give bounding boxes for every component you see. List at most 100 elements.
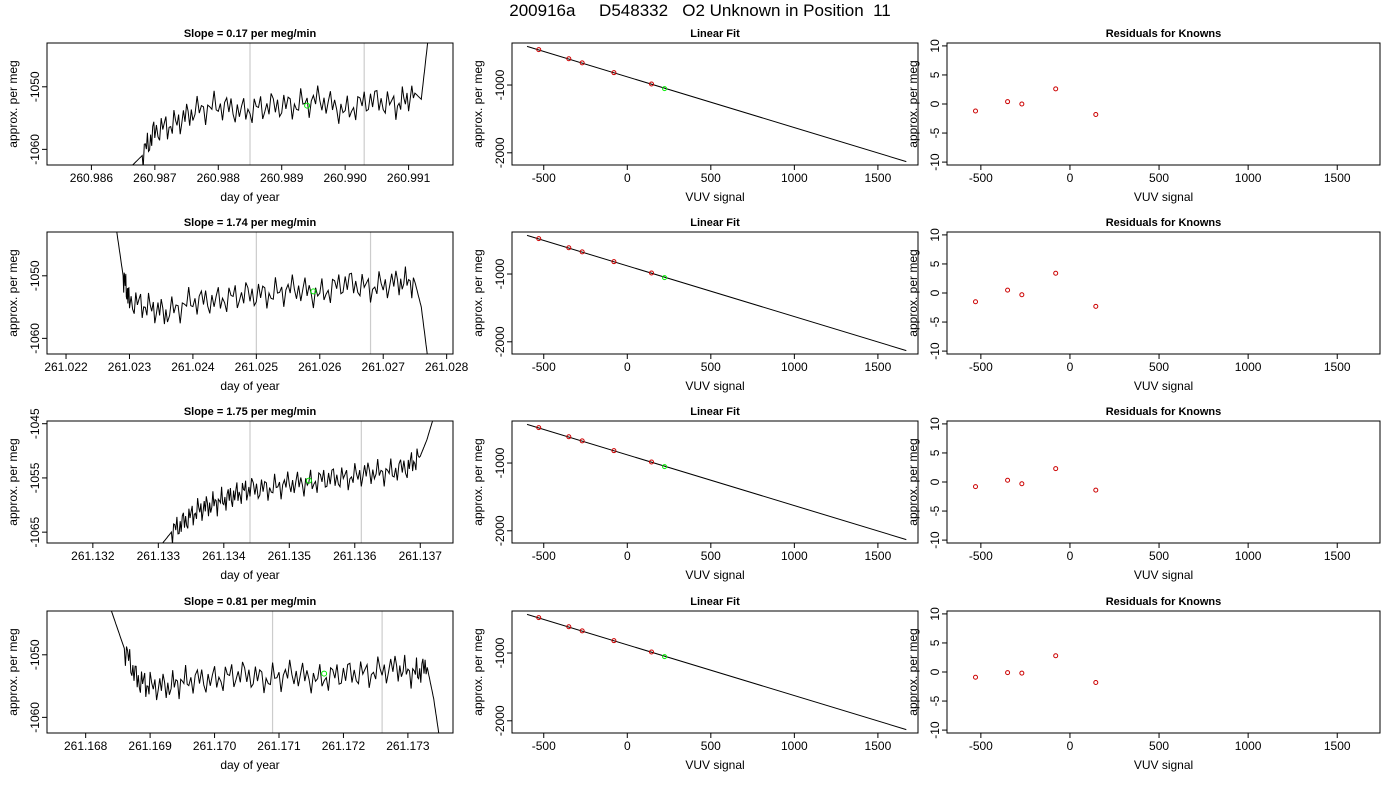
row3-residuals-x-tick-label: 1000	[1235, 549, 1262, 563]
row4-residuals-y-tick-label: 0	[928, 668, 942, 675]
row3-fit-panel: Linear Fit -500 0 500 1000 1500 -2000 -1000 VUV …	[471, 406, 919, 582]
row1-fit-frame	[511, 42, 919, 166]
row4-fit-y-axis-label: approx. per meg	[471, 628, 485, 715]
row3-fit-y-tick-label: -2000	[493, 515, 507, 546]
row3-time-x-tick-label: 261.135	[268, 549, 312, 563]
row4-fit-unknown-point	[662, 654, 668, 660]
row2-time-y-tick-label: -1060	[28, 323, 42, 354]
row4-fit-known-point	[579, 628, 585, 634]
row3-fit-fit-line	[526, 423, 907, 541]
row3-time-y-tick-label: -1045	[28, 408, 42, 439]
row1-time-x-tick-label: 260.987	[133, 171, 177, 185]
row4-residuals-residual-point	[1093, 679, 1099, 685]
row4-fit-known-point	[649, 649, 655, 655]
row1-time-y-tick-label: -1060	[28, 134, 42, 165]
row3-residuals-x-tick-label: 500	[1149, 549, 1169, 563]
row3-residuals-y-axis-label: approx. per meg	[906, 438, 920, 525]
row2-fit-x-tick-label: 1000	[781, 360, 808, 374]
row4-residuals-y-tick-label: 10	[928, 607, 942, 621]
row1-residuals-panel: Residuals for Knowns -500 0 500 1000 1500 -10 -…	[906, 28, 1381, 204]
row2-fit-title: Linear Fit	[690, 217, 740, 229]
row4-fit-x-axis-label: VUV signal	[685, 758, 744, 772]
row1-fit-y-tick-label: -1000	[493, 69, 507, 100]
row1-fit-known-point	[611, 70, 617, 76]
row3-fit-x-tick-label: 1000	[781, 549, 808, 563]
row4-fit-x-tick-label: 1500	[865, 739, 892, 753]
row1-residuals-x-tick-label: -500	[969, 171, 993, 185]
row4-residuals-residual-point	[973, 674, 979, 680]
row4-residuals-x-tick-label: -500	[969, 739, 993, 753]
row2-time-y-tick-label: -1050	[28, 260, 42, 291]
row3-time-x-tick-label: 261.133	[137, 549, 181, 563]
row3-residuals-x-tick-label: 0	[1067, 549, 1074, 563]
row2-fit-known-point	[536, 236, 542, 242]
row3-residuals-residual-point	[1053, 466, 1059, 472]
row3-residuals-x-tick-label: 1500	[1324, 549, 1351, 563]
row3-residuals-residual-point	[973, 484, 979, 490]
row4-residuals-x-tick-label: 1000	[1235, 739, 1262, 753]
row1-residuals-x-tick-label: 1000	[1235, 171, 1262, 185]
row2-time-x-tick-label: 261.025	[235, 360, 279, 374]
row2-fit-known-point	[566, 245, 572, 251]
row1-residuals-y-tick-label: -5	[928, 127, 942, 138]
row4-time-x-tick-label: 261.169	[128, 739, 172, 753]
row1-residuals-residual-point	[1005, 99, 1011, 105]
row2-fit-x-tick-label: 0	[624, 360, 631, 374]
row4-residuals-y-tick-label: -5	[928, 695, 942, 706]
row3-time-y-tick-label: -1055	[28, 462, 42, 493]
row1-fit-panel: Linear Fit -500 0 500 1000 1500 -2000 -1000 VUV …	[471, 28, 919, 204]
row2-time-x-tick-label: 261.026	[298, 360, 342, 374]
figure-title: 200916a D548332 O2 Unknown in Position 1…	[509, 1, 891, 20]
row1-time-x-tick-label: 260.990	[323, 171, 367, 185]
row1-time-x-tick-label: 260.986	[70, 171, 114, 185]
row4-time-y-tick-label: -1060	[28, 702, 42, 733]
row2-time-y-axis-label: approx. per meg	[6, 249, 20, 336]
row4-time-x-tick-label: 261.168	[64, 739, 108, 753]
row1-fit-y-tick-label: -2000	[493, 137, 507, 168]
row4-time-x-tick-label: 261.171	[257, 739, 301, 753]
row2-residuals-y-tick-label: 0	[928, 289, 942, 296]
row1-time-x-tick-label: 260.988	[197, 171, 241, 185]
row2-residuals-y-tick-label: 5	[928, 260, 942, 267]
row1-fit-known-point	[566, 56, 572, 62]
row3-fit-x-tick-label: 0	[624, 549, 631, 563]
row4-time-title: Slope = 0.81 per meg/min	[184, 596, 317, 608]
row2-residuals-y-tick-label: 10	[928, 228, 942, 242]
row4-fit-title: Linear Fit	[690, 596, 740, 608]
row4-residuals-y-axis-label: approx. per meg	[906, 628, 920, 715]
row3-residuals-y-tick-label: 0	[928, 478, 942, 485]
row2-fit-y-tick-label: -2000	[493, 326, 507, 357]
row3-time-x-tick-label: 261.137	[399, 549, 443, 563]
row4-time-panel: Slope = 0.81 per meg/min 261.168 261.169 26…	[6, 596, 454, 772]
row1-time-panel: Slope = 0.17 per meg/min 260.986 260.987 26…	[6, 28, 454, 204]
row2-time-x-tick-label: 261.022	[44, 360, 88, 374]
row4-residuals-panel: Residuals for Knowns -500 0 500 1000 1500 -10 -…	[906, 596, 1381, 772]
row1-time-x-tick-label: 260.991	[387, 171, 431, 185]
row2-fit-known-point	[611, 259, 617, 265]
row4-residuals-title: Residuals for Knowns	[1106, 596, 1222, 608]
row3-time-frame	[46, 420, 454, 544]
row1-time-x-tick-label: 260.989	[260, 171, 304, 185]
row4-residuals-x-tick-label: 1500	[1324, 739, 1351, 753]
row4-residuals-y-tick-label: 5	[928, 639, 942, 646]
row2-time-x-tick-label: 261.024	[171, 360, 215, 374]
row1-fit-x-tick-label: 1500	[865, 171, 892, 185]
row1-fit-known-point	[579, 60, 585, 66]
row4-time-x-axis-label: day of year	[220, 758, 279, 772]
row4-time-x-tick-label: 261.173	[386, 739, 430, 753]
row4-fit-known-point	[536, 615, 542, 621]
row1-residuals-residual-point	[1053, 86, 1059, 92]
row1-time-title: Slope = 0.17 per meg/min	[184, 28, 317, 40]
row4-fit-fit-line	[526, 613, 907, 731]
row1-residuals-x-tick-label: 500	[1149, 171, 1169, 185]
row1-fit-x-axis-label: VUV signal	[685, 190, 744, 204]
row3-residuals-residual-point	[1019, 481, 1025, 487]
row2-fit-frame	[511, 231, 919, 355]
row1-time-y-axis-label: approx. per meg	[6, 60, 20, 147]
row2-residuals-x-axis-label: VUV signal	[1134, 379, 1193, 393]
row4-fit-known-point	[566, 624, 572, 630]
row3-fit-known-point	[566, 434, 572, 440]
row2-time-title: Slope = 1.74 per meg/min	[184, 217, 317, 229]
row4-time-y-tick-label: -1050	[28, 639, 42, 670]
row2-residuals-panel: Residuals for Knowns -500 0 500 1000 1500 -10 -…	[906, 217, 1381, 393]
